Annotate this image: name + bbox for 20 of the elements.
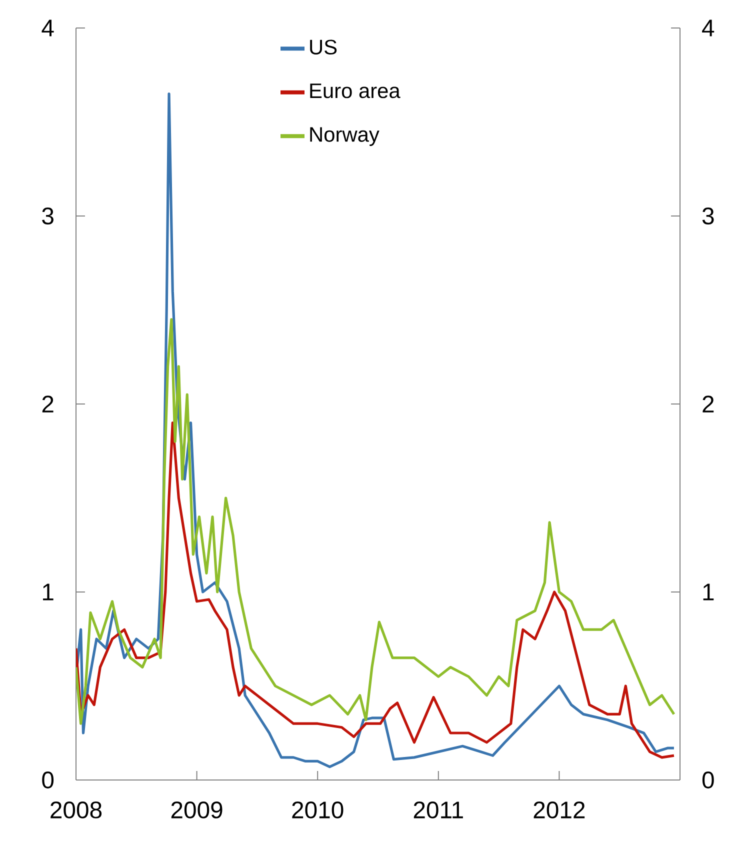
y2-tick-label: 2 <box>702 396 714 412</box>
y-tick-label: 2 <box>42 396 54 412</box>
x-tick-label: 2012 <box>534 802 585 818</box>
x-tick-label: 2010 <box>292 802 344 818</box>
x-tick-label: 2009 <box>171 802 222 818</box>
legend-label: Euro area <box>310 84 400 98</box>
legend-label: Norway <box>310 127 380 146</box>
line-series <box>76 421 676 759</box>
y2-tick-label: 1 <box>703 584 714 600</box>
y2-tick-label: 4 <box>702 20 714 36</box>
y2-tick-label: 3 <box>702 208 714 224</box>
line-series <box>76 318 676 725</box>
y-tick-label: 4 <box>42 20 54 36</box>
y2-tick-label: 0 <box>702 772 714 788</box>
y-tick-label: 1 <box>43 584 54 600</box>
y-tick-label: 0 <box>42 772 54 788</box>
y-tick-label: 3 <box>42 208 54 224</box>
x-tick-label: 2011 <box>414 802 463 818</box>
x-tick-label: 2008 <box>50 802 102 818</box>
legend-label: US <box>310 40 337 55</box>
